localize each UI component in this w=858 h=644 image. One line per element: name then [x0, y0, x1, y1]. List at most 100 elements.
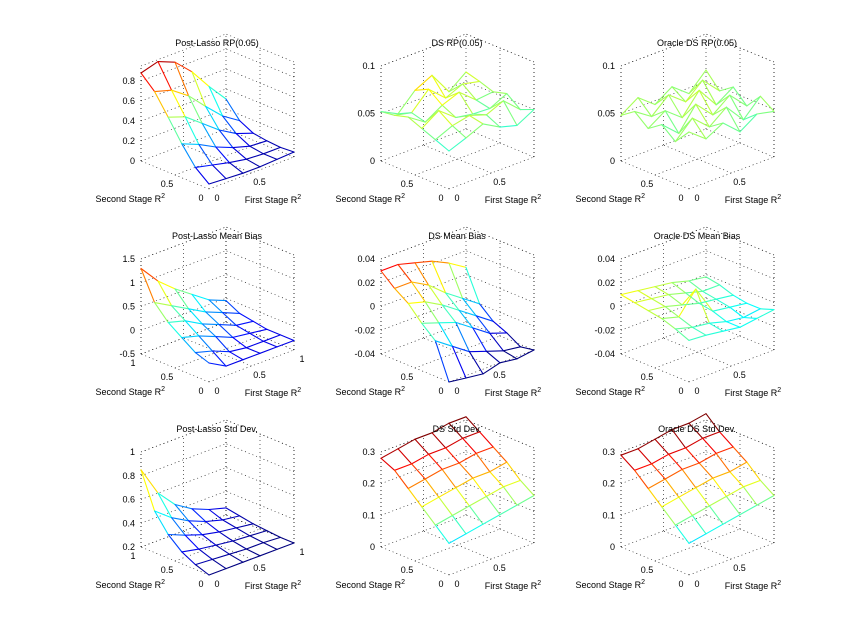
x-tick-label: 0	[454, 579, 459, 589]
surface-mesh-line	[448, 377, 467, 383]
x-tick-label: 1	[299, 547, 304, 557]
surface-mesh-line	[729, 94, 744, 121]
y-axis-label: Second Stage R2	[336, 193, 406, 204]
surface-mesh-line	[725, 321, 741, 328]
surface-mesh-line	[201, 122, 220, 131]
surface-mesh-line	[157, 61, 173, 91]
z-tick-label: 0	[370, 156, 375, 166]
surface-mesh-line	[228, 162, 244, 174]
panel-title: Oracle DS Std Dev.	[658, 424, 736, 434]
surface-mesh-line	[499, 124, 518, 128]
surface-mesh-line	[475, 452, 491, 473]
surface-mesh-line	[479, 80, 494, 93]
surface-mesh-line	[140, 267, 159, 282]
grid-line	[705, 33, 775, 63]
surface-mesh-line	[674, 131, 690, 143]
surface-mesh-line	[201, 323, 217, 338]
surface-mesh-line	[685, 437, 704, 449]
surface-mesh-line	[167, 116, 183, 145]
surface-mesh-line	[719, 284, 734, 296]
panel-title: Oracle DS RP(0.05)	[657, 38, 737, 48]
surface-mesh-line	[222, 519, 237, 529]
surface-mesh-line	[181, 551, 196, 566]
surface-mesh-line	[262, 542, 278, 550]
grid-line	[183, 337, 252, 367]
surface-mesh-line	[188, 95, 203, 124]
surface-mesh-line	[516, 108, 535, 126]
surface-mesh-line	[668, 292, 687, 296]
grid-line	[225, 250, 295, 280]
grid-line	[423, 144, 492, 174]
surface-mesh-line	[691, 322, 710, 328]
surface-mesh-line	[431, 74, 450, 93]
surface-mesh-line	[482, 123, 501, 128]
z-tick-label: 0.2	[362, 479, 375, 489]
z-tick-label: 1	[130, 447, 135, 457]
surface-mesh-line	[499, 358, 518, 364]
surface-mesh-line	[232, 332, 251, 338]
surface-mesh-line	[397, 438, 416, 450]
surface-mesh-line	[154, 302, 173, 307]
y-axis-label: Second Stage R2	[576, 579, 646, 590]
x-tick-label: 0	[214, 193, 219, 203]
z-tick-label: 0.3	[602, 447, 615, 457]
z-tick-label: 0.02	[597, 278, 615, 288]
panel-title: Post-Lasso Std Dev.	[176, 424, 257, 434]
surface-mesh-line	[708, 322, 724, 332]
grid-line	[423, 337, 492, 367]
surface-mesh-line	[678, 316, 693, 328]
surface-mesh-line	[671, 429, 687, 449]
surface-mesh-line	[154, 302, 169, 323]
x-tick-label: 0.5	[253, 177, 266, 187]
grid-line	[465, 483, 535, 512]
surface-panel-3: 0 0.05 0.1 0 0.5 0 0.5 Oracle DS RP(0.05) First …	[576, 33, 781, 205]
surface-mesh-line	[181, 548, 200, 553]
surface-mesh-line	[651, 298, 666, 308]
x-tick-label: 0.5	[493, 177, 506, 187]
grid-line	[225, 419, 295, 449]
surface-mesh-line	[424, 104, 443, 123]
panel-title: DS Std Dev.	[433, 424, 482, 434]
surface-mesh-line	[205, 311, 220, 326]
surface-mesh-line	[688, 69, 707, 95]
surface-mesh-line	[411, 281, 430, 286]
z-tick-label: 0.4	[122, 518, 135, 528]
surface-mesh-line	[201, 323, 220, 326]
surface-mesh-line	[279, 536, 295, 544]
surface-mesh-line	[695, 288, 714, 312]
surface-mesh-line	[184, 534, 203, 536]
surface-mesh-line	[462, 83, 477, 101]
surface-mesh-line	[235, 324, 251, 334]
surface-mesh-line	[194, 558, 213, 566]
surface-mesh-line	[651, 294, 670, 300]
surface-mesh-line	[698, 302, 714, 312]
surface-mesh-line	[705, 330, 724, 336]
surface-mesh-line	[756, 309, 775, 319]
surface-mesh-line	[475, 91, 494, 101]
surface-mesh-line	[188, 308, 203, 325]
surface-mesh-line	[188, 95, 207, 107]
surface-mesh-line	[485, 350, 504, 352]
surface-mesh-line	[695, 288, 710, 324]
surface-mesh-line	[171, 305, 190, 310]
surface-mesh-line	[438, 110, 457, 119]
surface-mesh-line	[407, 487, 423, 508]
surface-mesh-line	[668, 453, 683, 470]
surface-mesh-line	[205, 520, 220, 533]
grid-line	[705, 81, 775, 110]
surface-mesh-line	[475, 315, 494, 322]
surface-mesh-line	[448, 262, 464, 299]
surface-mesh-line	[421, 322, 440, 324]
z-tick-label: 0.8	[122, 76, 135, 86]
surface-mesh-line	[232, 145, 251, 149]
grid-line	[663, 337, 732, 367]
surface-mesh-line	[715, 452, 731, 473]
surface-mesh-line	[208, 178, 227, 185]
surface-mesh-line	[475, 99, 491, 110]
surface-mesh-line	[225, 507, 241, 517]
surface-mesh-line	[218, 531, 234, 542]
surface-mesh-line	[194, 164, 213, 168]
surface-mesh-line	[397, 89, 416, 115]
surface-mesh-line	[472, 327, 491, 334]
surface-mesh-line	[438, 322, 453, 347]
